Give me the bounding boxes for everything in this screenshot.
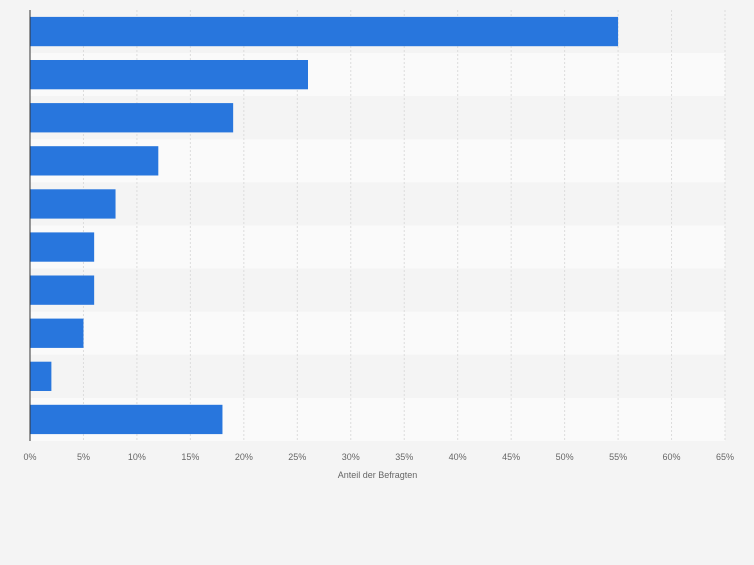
row-band [30, 182, 725, 226]
bar [30, 59, 308, 90]
bar [30, 404, 223, 435]
x-tick-label: 40% [449, 452, 467, 462]
x-tick-label: 5% [77, 452, 90, 462]
row-band [30, 354, 725, 398]
x-tick-labels: 0% 5% 10% 15% 20% 25% 30% 35% 40% 45% 50% 55% 60% 65% [23, 452, 734, 462]
x-tick-label: 45% [502, 452, 520, 462]
x-tick-label: 65% [716, 452, 734, 462]
bar [30, 146, 159, 176]
x-tick-label: 10% [128, 452, 146, 462]
x-axis-label: Anteil der Befragten [338, 470, 418, 480]
x-tick-label: 20% [235, 452, 253, 462]
bar [30, 275, 95, 305]
row-band [30, 311, 725, 355]
row-band [30, 268, 725, 312]
x-tick-label: 25% [288, 452, 306, 462]
bar [30, 189, 116, 219]
x-tick-label: 0% [23, 452, 36, 462]
row-bands [30, 10, 725, 441]
x-tick-label: 30% [342, 452, 360, 462]
bar [30, 318, 84, 348]
bar [30, 103, 234, 133]
x-tick-label: 50% [556, 452, 574, 462]
bar [30, 361, 52, 392]
x-tick-label: 15% [181, 452, 199, 462]
bar [30, 16, 619, 47]
row-band [30, 225, 725, 269]
bars [30, 16, 619, 435]
x-tick-label: 60% [663, 452, 681, 462]
x-tick-label: 35% [395, 452, 413, 462]
x-tick-label: 55% [609, 452, 627, 462]
bar [30, 232, 95, 262]
